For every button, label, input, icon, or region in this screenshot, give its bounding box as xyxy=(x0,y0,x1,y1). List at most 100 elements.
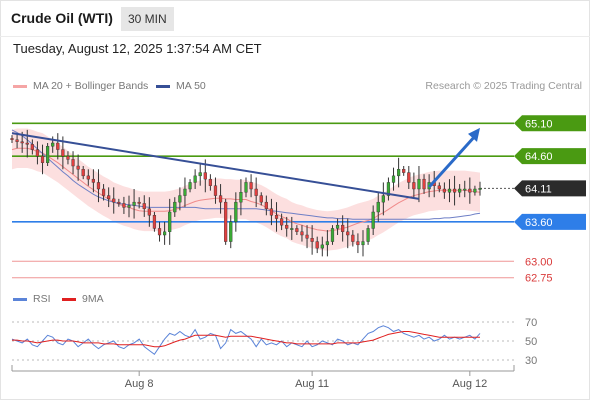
candle-body xyxy=(234,201,238,223)
projection-arrowhead-icon xyxy=(468,127,480,142)
candle-body xyxy=(178,195,182,203)
interval-badge[interactable]: 30 MIN xyxy=(121,7,174,31)
candle-body xyxy=(66,155,70,160)
candle-body xyxy=(239,192,243,203)
candle-body xyxy=(157,228,162,236)
candle-body xyxy=(46,146,50,163)
candle-body xyxy=(198,172,202,177)
candle-body xyxy=(285,224,289,229)
legend-ma50: MA 50 xyxy=(156,80,206,92)
candle-body xyxy=(422,178,426,190)
candle-body xyxy=(305,234,309,239)
candle-body xyxy=(468,188,472,193)
candle-body xyxy=(412,182,416,190)
rsi-9ma-line xyxy=(12,331,480,348)
price-flag-label: 64.60 xyxy=(525,151,553,163)
candle-body xyxy=(407,172,411,183)
candle-body xyxy=(71,159,75,167)
candle-body xyxy=(193,175,197,183)
candle-body xyxy=(188,182,192,190)
candle-body xyxy=(447,188,452,193)
rsi-tick-label: 70 xyxy=(525,317,537,329)
candle-body xyxy=(20,141,24,144)
candle-body xyxy=(56,142,60,150)
candle-body xyxy=(391,175,396,183)
candle-body xyxy=(473,188,477,193)
candle-body xyxy=(274,215,279,219)
candle-body xyxy=(269,208,274,216)
chart-credit: Research © 2025 Trading Central xyxy=(425,80,582,92)
candle-body xyxy=(183,188,187,196)
candle-body xyxy=(341,224,345,232)
candle-body xyxy=(117,201,121,204)
legend-9ma-label: 9MA xyxy=(82,293,104,305)
price-flag-resistance xyxy=(514,148,586,165)
candle-body xyxy=(61,149,65,157)
timestamp: Tuesday, August 12, 2025 1:37:54 AM CET xyxy=(13,41,262,56)
level-label-weak: 62.75 xyxy=(525,273,553,285)
candle-body xyxy=(335,224,340,229)
candle-body xyxy=(168,211,172,232)
candle-body xyxy=(86,175,90,180)
candle-body xyxy=(325,241,329,246)
ma50-swatch-icon xyxy=(156,84,170,88)
legend-rsi-label: RSI xyxy=(33,293,51,305)
candle-body xyxy=(381,195,385,203)
projection-arrow-shaft xyxy=(428,132,479,189)
candle-body xyxy=(15,139,19,142)
candle-body xyxy=(25,142,29,145)
x-tick-label: Aug 12 xyxy=(452,378,487,390)
candle-body xyxy=(402,169,406,173)
rsi-tick-label: 50 xyxy=(525,336,537,348)
header-divider xyxy=(0,36,590,37)
candle-body xyxy=(112,198,116,203)
level-label-weak: 63.00 xyxy=(525,256,553,268)
candle-body xyxy=(132,201,136,206)
candle-body xyxy=(127,205,131,208)
candle-body xyxy=(10,138,14,140)
price-flag-label: 64.11 xyxy=(525,183,552,195)
price-flag-label: 65.10 xyxy=(525,118,553,130)
candle-body xyxy=(147,208,151,216)
price-flag-support xyxy=(514,213,586,230)
legend-rsi: RSI xyxy=(13,293,51,305)
legend-9ma: 9MA xyxy=(62,293,104,305)
rsi-tick-label: 30 xyxy=(525,355,537,367)
x-tick-label: Aug 8 xyxy=(125,378,154,390)
candle-body xyxy=(254,188,258,196)
candle-body xyxy=(91,178,95,183)
candle-body xyxy=(361,241,365,246)
rsi-line xyxy=(11,325,481,356)
candle-body xyxy=(320,244,324,249)
candle-body xyxy=(51,142,55,147)
legend-ma20-bb: MA 20 + Bollinger Bands xyxy=(13,80,148,92)
candle-body xyxy=(244,182,248,193)
candle-body xyxy=(122,203,126,208)
candle-body xyxy=(437,185,441,190)
ma50-line xyxy=(11,129,481,220)
candle-body xyxy=(35,149,40,157)
candle-body xyxy=(173,201,177,213)
price-flag-label: 63.60 xyxy=(525,217,553,229)
candle-body xyxy=(458,188,462,193)
candle-body xyxy=(371,211,375,229)
ma20-swatch-icon xyxy=(13,84,27,88)
candle-body xyxy=(310,238,314,242)
candle-body xyxy=(346,231,350,236)
price-flag-last xyxy=(514,180,586,197)
9ma-swatch-icon xyxy=(62,297,76,301)
candle-body xyxy=(229,221,233,242)
chart-header: Crude Oil (WTI) 30 MIN xyxy=(0,0,590,36)
candle-body xyxy=(366,228,370,242)
candle-body xyxy=(96,182,101,190)
candle-body xyxy=(264,201,268,209)
candle-body xyxy=(40,155,45,163)
candle-body xyxy=(208,178,212,186)
candle-body xyxy=(315,241,319,249)
candle-body xyxy=(218,195,223,203)
candle-body xyxy=(81,169,85,177)
rsi-swatch-icon xyxy=(13,297,27,301)
candle-body xyxy=(213,185,218,196)
candle-body xyxy=(376,201,380,213)
